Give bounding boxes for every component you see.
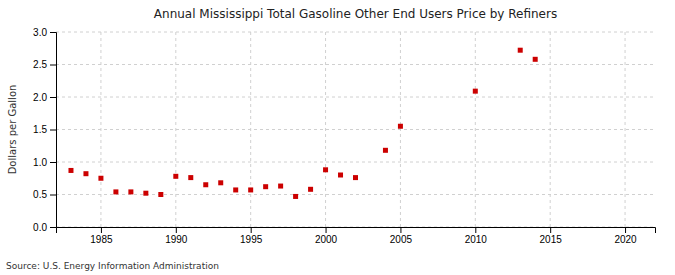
x-tick: 1995 [240,227,263,245]
y-axis-line [50,33,57,228]
point [248,187,253,192]
y-tick-mark [50,162,56,163]
point [233,187,238,192]
x-tick: 2015 [540,227,563,245]
point [383,148,388,153]
x-tick: 2000 [315,227,338,245]
point [308,187,313,192]
y-tick-label: 3.0 [33,27,47,38]
y-tick-label: 2.5 [33,59,47,70]
point [353,175,358,180]
y-tick: 2.0 [33,92,56,103]
x-axis: 1985 1990 1995 2000 2005 2010 2015 2020 [57,227,656,245]
y-axis: 0.0 0.5 1.0 1.5 2.0 2.5 3.0 [33,27,56,233]
point [113,189,118,194]
point [98,176,103,181]
x-tick-label: 1990 [165,234,188,245]
x-tick-mark [101,227,102,233]
point [188,175,193,180]
x-tick-mark [326,227,327,233]
x-tick-label: 2005 [390,234,413,245]
x-grid-line [475,32,476,227]
x-tick-mark [625,227,626,233]
point [128,189,133,194]
point [158,192,163,197]
point [323,167,328,172]
point [68,168,73,173]
point [473,89,478,94]
y-tick-mark [50,195,56,196]
x-tick: 1985 [90,227,113,245]
source-note: Source: U.S. Energy Information Administ… [6,261,219,271]
x-tick-mark [251,227,252,233]
y-grid-line [56,97,655,98]
y-tick-label: 0.0 [33,222,47,233]
y-tick-label: 1.0 [33,157,47,168]
x-tick: 1990 [165,227,188,245]
point [218,180,223,185]
x-tick-label: 1985 [90,234,113,245]
x-tick: 2005 [390,227,413,245]
y-tick: 2.5 [33,59,56,70]
y-tick-label: 2.0 [33,92,47,103]
y-tick-mark [50,32,56,33]
point [518,48,523,53]
point [83,171,88,176]
point [338,173,343,178]
x-tick-mark [176,227,177,233]
chart: 1985 1990 1995 2000 2005 2010 2015 2020 0.0 0.5 1.… [0,0,675,275]
y-tick: 1.5 [33,124,56,135]
x-tick-mark [475,227,476,233]
y-tick: 0.5 [33,189,56,200]
point [173,174,178,179]
x-tick-mark [400,227,401,233]
point [203,182,208,187]
x-tick-label: 1995 [240,234,263,245]
y-grid-line [56,64,655,65]
title: Annual Mississippi Total Gasoline Other … [154,7,557,21]
plot-area: 1985 1990 1995 2000 2005 2010 2015 2020 0.0 0.5 1.… [33,27,655,245]
x-tick-label: 2000 [315,234,338,245]
x-axis-line [57,228,656,234]
y-tick-mark [50,130,56,131]
y-tick: 0.0 [33,222,56,233]
x-tick: 2020 [614,227,637,245]
grid [56,32,655,227]
point [533,57,538,62]
point [278,184,283,189]
y-tick: 1.0 [33,157,56,168]
y-tick-mark [50,65,56,66]
point [263,184,268,189]
point [293,194,298,199]
x-tick-mark [550,227,551,233]
y-grid-line [56,32,655,33]
x-grid-line [325,32,326,227]
x-tick-label: 2010 [465,234,488,245]
x-grid-line [625,32,626,227]
y-grid-line [56,129,655,130]
y-tick-mark [50,97,56,98]
data-points [68,48,537,199]
y-tick-label: 1.5 [33,124,47,135]
x-tick-label: 2020 [614,234,637,245]
y-tick: 3.0 [33,27,56,38]
point [143,191,148,196]
y-axis-title: Dollars per Gallon [7,85,18,175]
x-tick-label: 2015 [540,234,563,245]
x-tick: 2010 [465,227,488,245]
y-tick-mark [50,227,56,228]
point [398,124,403,129]
y-grid-line [56,162,655,163]
y-tick-label: 0.5 [33,189,47,200]
